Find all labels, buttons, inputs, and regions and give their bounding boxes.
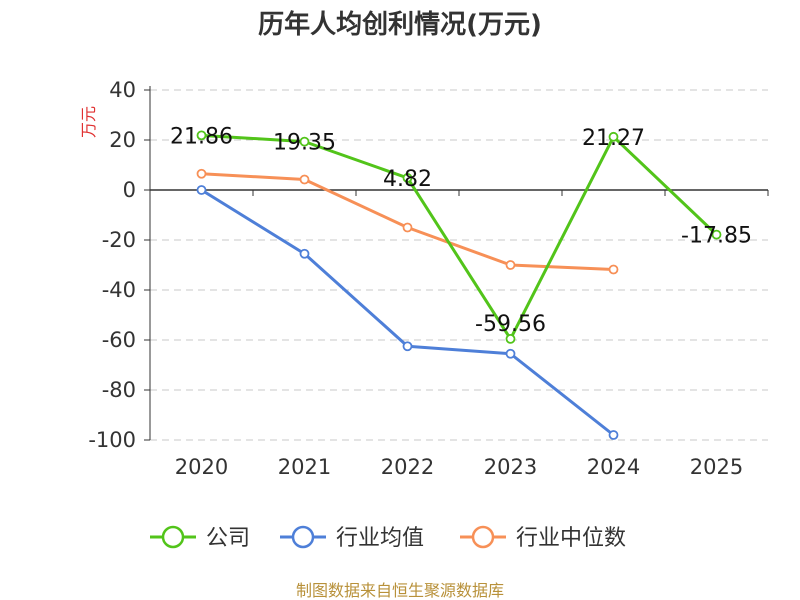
data-point bbox=[402, 173, 413, 183]
x-tick-label: 2025 bbox=[690, 455, 743, 479]
y-tick-label: 20 bbox=[109, 128, 136, 152]
data-labels: 21.86 19.35 4.82 -59.56 21.27 -17.85 bbox=[170, 124, 752, 337]
data-label: -59.56 bbox=[475, 312, 546, 337]
data-point bbox=[299, 174, 310, 185]
legend-label: 行业均值 bbox=[336, 526, 424, 551]
series-line bbox=[201, 133, 718, 341]
y-tick-label: -100 bbox=[88, 428, 136, 452]
legend-swatch-marker bbox=[161, 525, 185, 549]
data-point bbox=[608, 131, 619, 142]
y-tick-label: -40 bbox=[102, 278, 136, 302]
y-axis-ticks: 40 20 0 -20 -40 -60 -80 -100 bbox=[88, 78, 151, 452]
y-tick-label: -80 bbox=[102, 378, 136, 402]
x-tick-label: 2020 bbox=[175, 455, 228, 479]
data-point bbox=[505, 260, 516, 270]
y-axis-unit: 万元 bbox=[79, 106, 98, 138]
data-point bbox=[196, 168, 207, 179]
data-label: -17.85 bbox=[681, 224, 752, 249]
data-label: 21.86 bbox=[170, 124, 233, 149]
x-tick-label: 2023 bbox=[484, 455, 537, 479]
data-point bbox=[711, 229, 722, 240]
legend: 公司 行业均值 行业中位数 bbox=[150, 525, 626, 551]
legend-label: 公司 bbox=[206, 526, 250, 551]
chart-title: 历年人均创利情况(万元) bbox=[258, 9, 542, 40]
data-point bbox=[196, 130, 207, 141]
source-note: 制图数据来自恒生聚源数据库 bbox=[296, 581, 504, 600]
data-label: 21.27 bbox=[582, 126, 645, 151]
legend-label: 行业中位数 bbox=[516, 526, 626, 551]
legend-swatch-marker bbox=[291, 525, 315, 549]
data-point bbox=[402, 222, 413, 233]
data-point bbox=[402, 341, 413, 352]
y-tick-label: 0 bbox=[123, 178, 136, 202]
data-point bbox=[505, 333, 516, 344]
x-axis: 2020 2021 2022 2023 2024 2025 bbox=[149, 189, 769, 479]
y-tick-label: 40 bbox=[109, 78, 136, 102]
data-label: 19.35 bbox=[273, 131, 336, 156]
x-tick-label: 2024 bbox=[587, 455, 640, 479]
data-label: 4.82 bbox=[383, 167, 432, 192]
data-point bbox=[196, 185, 207, 195]
x-tick-label: 2022 bbox=[381, 455, 434, 479]
data-point bbox=[299, 248, 310, 259]
data-point bbox=[505, 348, 516, 359]
grid-lines bbox=[150, 89, 768, 441]
data-point bbox=[608, 264, 619, 275]
y-tick-label: -60 bbox=[102, 328, 136, 352]
legend-swatch-marker bbox=[471, 525, 495, 549]
data-point bbox=[299, 136, 310, 147]
data-point bbox=[608, 430, 619, 440]
series-layer bbox=[196, 130, 722, 440]
y-tick-label: -20 bbox=[102, 228, 136, 252]
x-tick-label: 2021 bbox=[278, 455, 331, 479]
